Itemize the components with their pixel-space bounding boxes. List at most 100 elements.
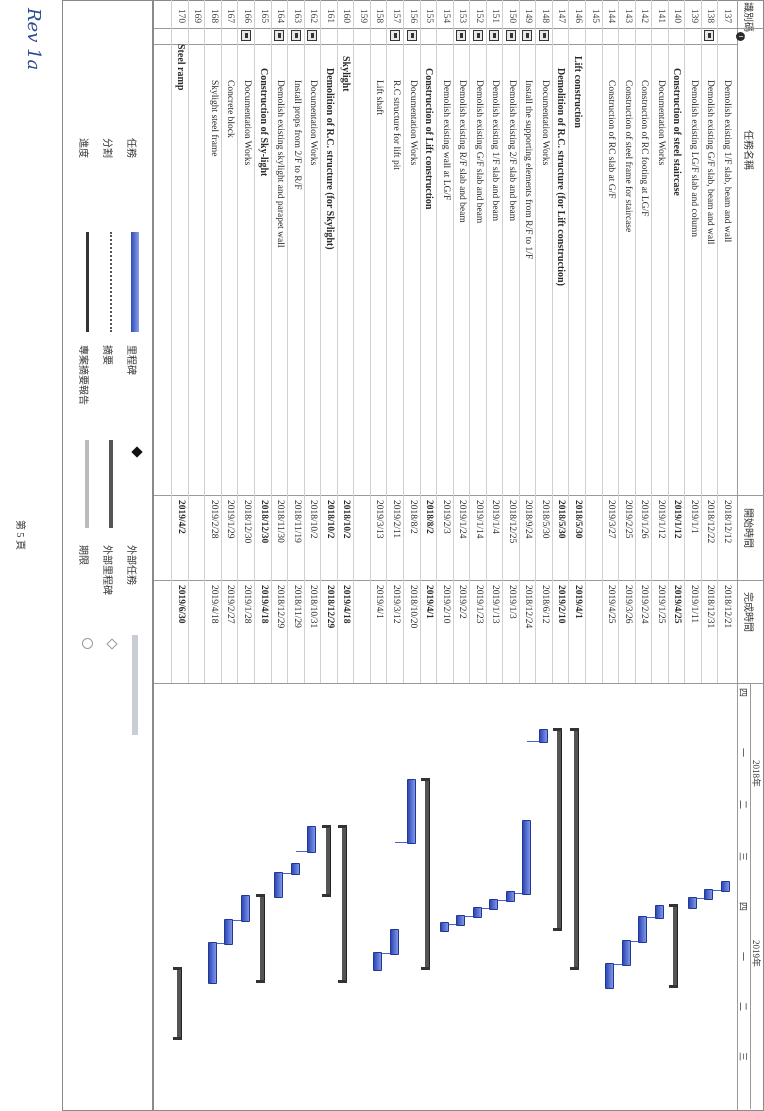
task-note-icon[interactable] — [241, 30, 252, 41]
row-divider — [369, 0, 371, 683]
task-bar[interactable] — [241, 895, 251, 922]
task-bar[interactable] — [390, 928, 399, 956]
task-bar[interactable] — [621, 939, 631, 967]
task-finish: 2019/1/28 — [242, 585, 253, 624]
task-bar[interactable] — [505, 891, 515, 903]
quarter-label: 四 — [738, 688, 748, 698]
task-finish: 2018/12/21 — [722, 585, 732, 629]
row-divider — [436, 0, 438, 683]
row-divider — [287, 0, 289, 683]
task-note-icon[interactable] — [704, 30, 715, 41]
task-id: 159 — [357, 8, 368, 24]
legend-task-label: 任務 — [125, 138, 136, 158]
legend-project-summary-swatch — [85, 440, 89, 528]
task-bar[interactable] — [207, 941, 217, 984]
task-finish: 2019/4/1 — [424, 585, 435, 619]
legend-external-task-label: 外部任務 — [125, 545, 136, 585]
task-note-icon[interactable] — [406, 30, 417, 41]
summary-bar[interactable] — [259, 895, 265, 982]
task-name: Install the supporting elements from R/F… — [523, 80, 534, 260]
task-start: 2019/1/1 — [688, 500, 699, 534]
summary-bar[interactable] — [176, 967, 182, 1039]
task-note-icon[interactable] — [472, 30, 483, 41]
col-divider — [154, 44, 737, 45]
task-name: Construction of Lift construction — [423, 68, 435, 210]
summary-bar[interactable] — [673, 905, 679, 988]
summary-bar[interactable] — [557, 728, 563, 930]
task-finish: 2019/2/24 — [639, 585, 650, 624]
quarter-label: 一 — [738, 952, 748, 962]
task-start: 2018/8/2 — [407, 500, 418, 534]
summary-bar[interactable] — [325, 826, 331, 897]
task-id: 162 — [308, 8, 319, 24]
task-bar[interactable] — [654, 905, 664, 920]
task-bar[interactable] — [439, 922, 449, 932]
summary-bar[interactable] — [574, 728, 580, 969]
task-name: Construction of steel staircase — [671, 68, 683, 196]
task-bar[interactable] — [224, 918, 234, 946]
task-bar[interactable] — [704, 889, 714, 900]
task-id: 142 — [639, 8, 650, 24]
handwritten-signature: Rev 1a — [23, 8, 44, 71]
task-start: 2018/12/22 — [705, 500, 716, 544]
task-note-icon[interactable] — [505, 30, 516, 41]
task-bar[interactable] — [307, 826, 317, 853]
summary-bar[interactable] — [342, 826, 348, 982]
task-note-icon[interactable] — [290, 30, 301, 41]
summary-bar[interactable] — [425, 778, 431, 969]
task-name: Demolish existing 1/F slab, beam and wal… — [722, 80, 732, 243]
task-bar[interactable] — [274, 871, 284, 899]
task-name: Demolish existing G/F slab and beam — [473, 80, 484, 224]
legend-split-label: 分割 — [101, 138, 112, 158]
task-bar[interactable] — [456, 914, 466, 926]
task-start: 2018/11/19 — [291, 500, 302, 543]
task-start: 2019/1/24 — [457, 500, 468, 539]
row-divider — [551, 0, 553, 683]
task-bar[interactable] — [290, 863, 300, 876]
task-bar[interactable] — [406, 778, 416, 845]
task-id: 151 — [490, 8, 501, 24]
task-id: 144 — [606, 8, 617, 24]
task-finish: 2018/12/24 — [523, 585, 534, 629]
task-finish: 2019/1/3 — [506, 585, 517, 619]
row-divider — [618, 0, 620, 683]
task-note-icon[interactable] — [390, 30, 400, 41]
task-name: Skylight — [340, 56, 352, 92]
task-bar[interactable] — [687, 896, 697, 909]
task-name: Construction of steel frame for staircas… — [622, 80, 633, 233]
task-name: Lift shaft — [374, 80, 385, 116]
legend-summary-swatch — [109, 440, 113, 528]
row-divider — [386, 0, 388, 683]
task-name: Documentation Works — [539, 80, 550, 166]
quarter-label: 二 — [738, 800, 748, 810]
info-indicator-icon[interactable]: i — [736, 32, 745, 41]
task-finish: 2018/12/31 — [705, 585, 716, 629]
task-note-icon[interactable] — [456, 30, 467, 41]
task-bar[interactable] — [472, 906, 482, 918]
task-bar[interactable] — [489, 899, 499, 911]
task-bar[interactable] — [638, 916, 648, 943]
task-bar[interactable] — [522, 819, 532, 895]
col-header-start: 開始時間 — [742, 508, 753, 548]
legend-external-milestone-label: 外部里程碑 — [101, 545, 112, 595]
task-note-icon[interactable] — [522, 30, 533, 41]
task-start: 2018/10/2 — [308, 500, 319, 539]
task-bar[interactable] — [373, 951, 383, 971]
task-id: 154 — [440, 8, 451, 24]
task-bar[interactable] — [605, 962, 615, 990]
task-id: 153 — [457, 8, 468, 24]
task-name: Lift construction — [572, 56, 584, 128]
row-divider — [171, 0, 173, 683]
task-finish: 2018/10/20 — [407, 585, 418, 629]
task-bar[interactable] — [538, 728, 548, 743]
task-note-icon[interactable] — [489, 30, 500, 41]
task-note-icon[interactable] — [274, 30, 285, 41]
task-bar[interactable] — [721, 881, 730, 893]
task-id: 138 — [705, 8, 716, 24]
task-note-icon[interactable] — [307, 30, 318, 41]
legend-progress-swatch — [86, 232, 89, 332]
task-start: 2018/5/30 — [556, 500, 567, 539]
legend-summary-label: 摘要 — [101, 345, 112, 365]
task-note-icon[interactable] — [538, 30, 549, 41]
